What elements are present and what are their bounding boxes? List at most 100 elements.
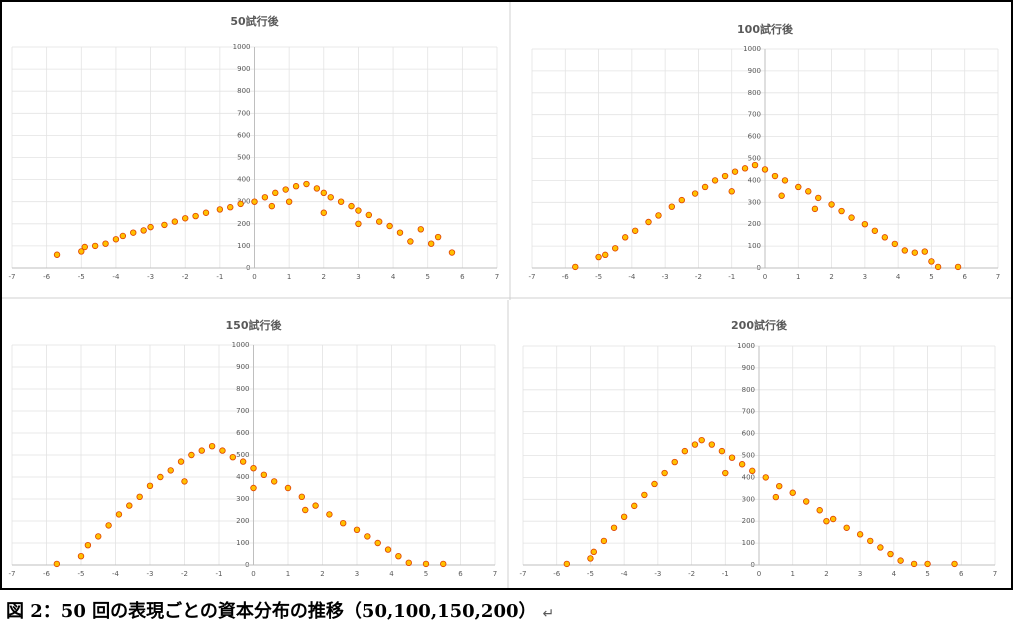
point (188, 451, 195, 459)
y-tick-label: 100 (742, 539, 755, 547)
point (303, 180, 310, 188)
x-tick-label: 4 (892, 570, 897, 578)
x-tick-label: 2 (322, 273, 326, 281)
point (365, 211, 373, 219)
point (600, 537, 608, 545)
point (115, 511, 123, 518)
x-tick-label: -4 (621, 570, 629, 578)
point (376, 218, 383, 225)
x-tick-label: 5 (425, 273, 429, 281)
point (237, 200, 244, 208)
point (285, 198, 293, 205)
y-tick-label: 900 (236, 363, 249, 371)
y-tick-label: 700 (748, 111, 761, 119)
point (448, 249, 456, 256)
y-tick-label: 100 (748, 242, 761, 250)
point (91, 242, 99, 250)
point (610, 524, 618, 531)
y-tick-label: 200 (236, 517, 249, 525)
point (661, 469, 668, 477)
x-tick-label: 5 (424, 570, 428, 578)
point (563, 560, 571, 568)
point (271, 478, 278, 485)
point (146, 482, 154, 489)
point (250, 465, 257, 472)
point (53, 560, 61, 568)
x-tick-label: -2 (181, 570, 188, 578)
point (374, 539, 381, 547)
point (292, 183, 300, 190)
x-tick-label: -5 (78, 273, 85, 281)
point (738, 461, 746, 468)
y-tick-label: 800 (237, 87, 250, 95)
y-tick-label: 900 (237, 65, 250, 73)
y-tick-label: 300 (748, 198, 761, 206)
x-tick-label: -7 (9, 570, 16, 578)
point (951, 560, 958, 568)
x-tick-label: -1 (728, 273, 735, 281)
point (261, 194, 269, 201)
point (708, 441, 715, 448)
point (921, 248, 928, 255)
x-tick-label: 5 (925, 570, 929, 578)
y-tick-label: 900 (742, 364, 755, 372)
point (805, 188, 812, 195)
point (671, 458, 678, 466)
point (772, 493, 780, 501)
point (924, 560, 931, 568)
x-tick-label: 2 (829, 273, 833, 281)
x-tick-label: 3 (863, 273, 867, 281)
y-tick-label: 300 (237, 198, 250, 206)
point (587, 555, 594, 562)
x-tick-label: 6 (959, 570, 964, 578)
point (216, 206, 224, 213)
y-tick-label: 600 (742, 430, 755, 438)
x-tick-label: -3 (147, 273, 154, 281)
y-tick-label: 200 (748, 220, 761, 228)
point (364, 533, 371, 540)
point (622, 234, 629, 241)
y-tick-label: 800 (236, 385, 249, 393)
point (803, 498, 810, 505)
point (934, 263, 942, 271)
point (901, 247, 908, 254)
x-tick-label: 3 (355, 570, 359, 578)
point (761, 166, 769, 173)
point (762, 474, 769, 481)
point (171, 218, 179, 225)
point (771, 172, 779, 180)
y-tick-label: 200 (742, 517, 755, 525)
paragraph-mark: ↵ (543, 606, 555, 622)
point (572, 263, 579, 271)
point (811, 205, 819, 213)
point (911, 249, 918, 256)
x-tick-label: -1 (216, 570, 223, 578)
point (795, 183, 802, 191)
y-tick-label: 700 (237, 109, 250, 117)
x-tick-label: 0 (252, 273, 256, 281)
point (112, 236, 120, 243)
x-tick-label: -3 (662, 273, 669, 281)
point (728, 188, 735, 195)
y-tick-label: 300 (236, 495, 249, 503)
point (815, 194, 822, 202)
y-tick-label: 400 (748, 176, 761, 184)
point (668, 203, 675, 210)
x-tick-label: -5 (78, 570, 85, 578)
point (102, 240, 109, 247)
point (881, 234, 889, 241)
y-tick-label: 600 (236, 429, 249, 437)
point (260, 471, 268, 478)
point (384, 546, 392, 553)
x-tick-label: -3 (147, 570, 154, 578)
point (620, 513, 628, 521)
x-tick-label: -6 (43, 273, 51, 281)
point (202, 209, 210, 216)
point (282, 186, 289, 193)
x-tick-label: -2 (695, 273, 702, 281)
x-tick-label: -5 (595, 273, 602, 281)
y-tick-label: 100 (237, 242, 250, 250)
point (250, 484, 257, 492)
point (355, 207, 362, 214)
x-tick-label: -7 (529, 273, 536, 281)
